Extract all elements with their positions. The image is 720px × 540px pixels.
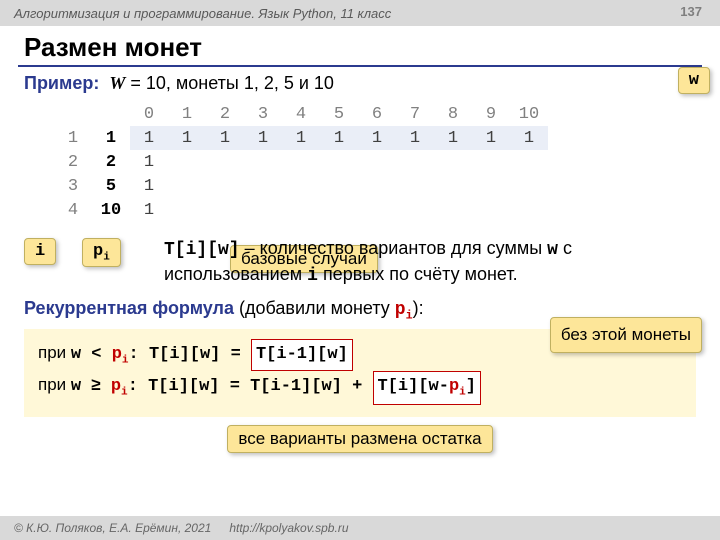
copyright: © К.Ю. Поляков, Е.А. Ерёмин, 2021 — [14, 521, 211, 535]
table-row: 4101 — [54, 198, 548, 222]
page-number: 137 — [680, 4, 702, 19]
content: Пример: W = 10, монеты 1, 2, 5 и 10 w 01… — [0, 73, 720, 453]
formula-box: при w < pi: T[i][w] = T[i-1][w] при w ≥ … — [24, 329, 696, 417]
page-title: Размен монет — [0, 26, 720, 65]
desc-text: T[i][w] – количество вариантов для суммы… — [164, 236, 696, 289]
formula-line-2: при w ≥ pi: T[i][w] = T[i-1][w] + T[i][w… — [38, 371, 682, 404]
table-header: 012 345 678 910 — [54, 102, 548, 126]
footer: © К.Ю. Поляков, Е.А. Ерёмин, 2021 http:/… — [0, 516, 720, 540]
footer-link[interactable]: http://kpolyakov.spb.ru — [229, 521, 348, 535]
callout-without: без этой монеты — [550, 317, 702, 354]
table-row: 351 — [54, 174, 548, 198]
table-row: 1111111111111 — [54, 126, 548, 150]
example-line: Пример: W = 10, монеты 1, 2, 5 и 10 — [24, 73, 696, 94]
callout-pi: pi — [82, 238, 121, 267]
example-text: = 10, монеты 1, 2, 5 и 10 — [130, 73, 334, 93]
dp-table: 012 345 678 910 11111111111112213514101 — [54, 102, 548, 222]
hlbox-1: T[i-1][w] — [251, 339, 353, 372]
header-bar: Алгоритмизация и программирование. Язык … — [0, 0, 720, 26]
hlbox-2: T[i][w-pi] — [373, 371, 481, 404]
title-rule — [18, 65, 702, 67]
callout-i: i — [24, 238, 56, 265]
callout-w: w — [678, 67, 710, 94]
table-row: 221 — [54, 150, 548, 174]
callout-rest: все варианты размена остатка — [227, 425, 492, 453]
example-label: Пример: — [24, 73, 99, 93]
course-label: Алгоритмизация и программирование. Язык … — [14, 6, 391, 21]
w-var: W — [109, 73, 125, 93]
